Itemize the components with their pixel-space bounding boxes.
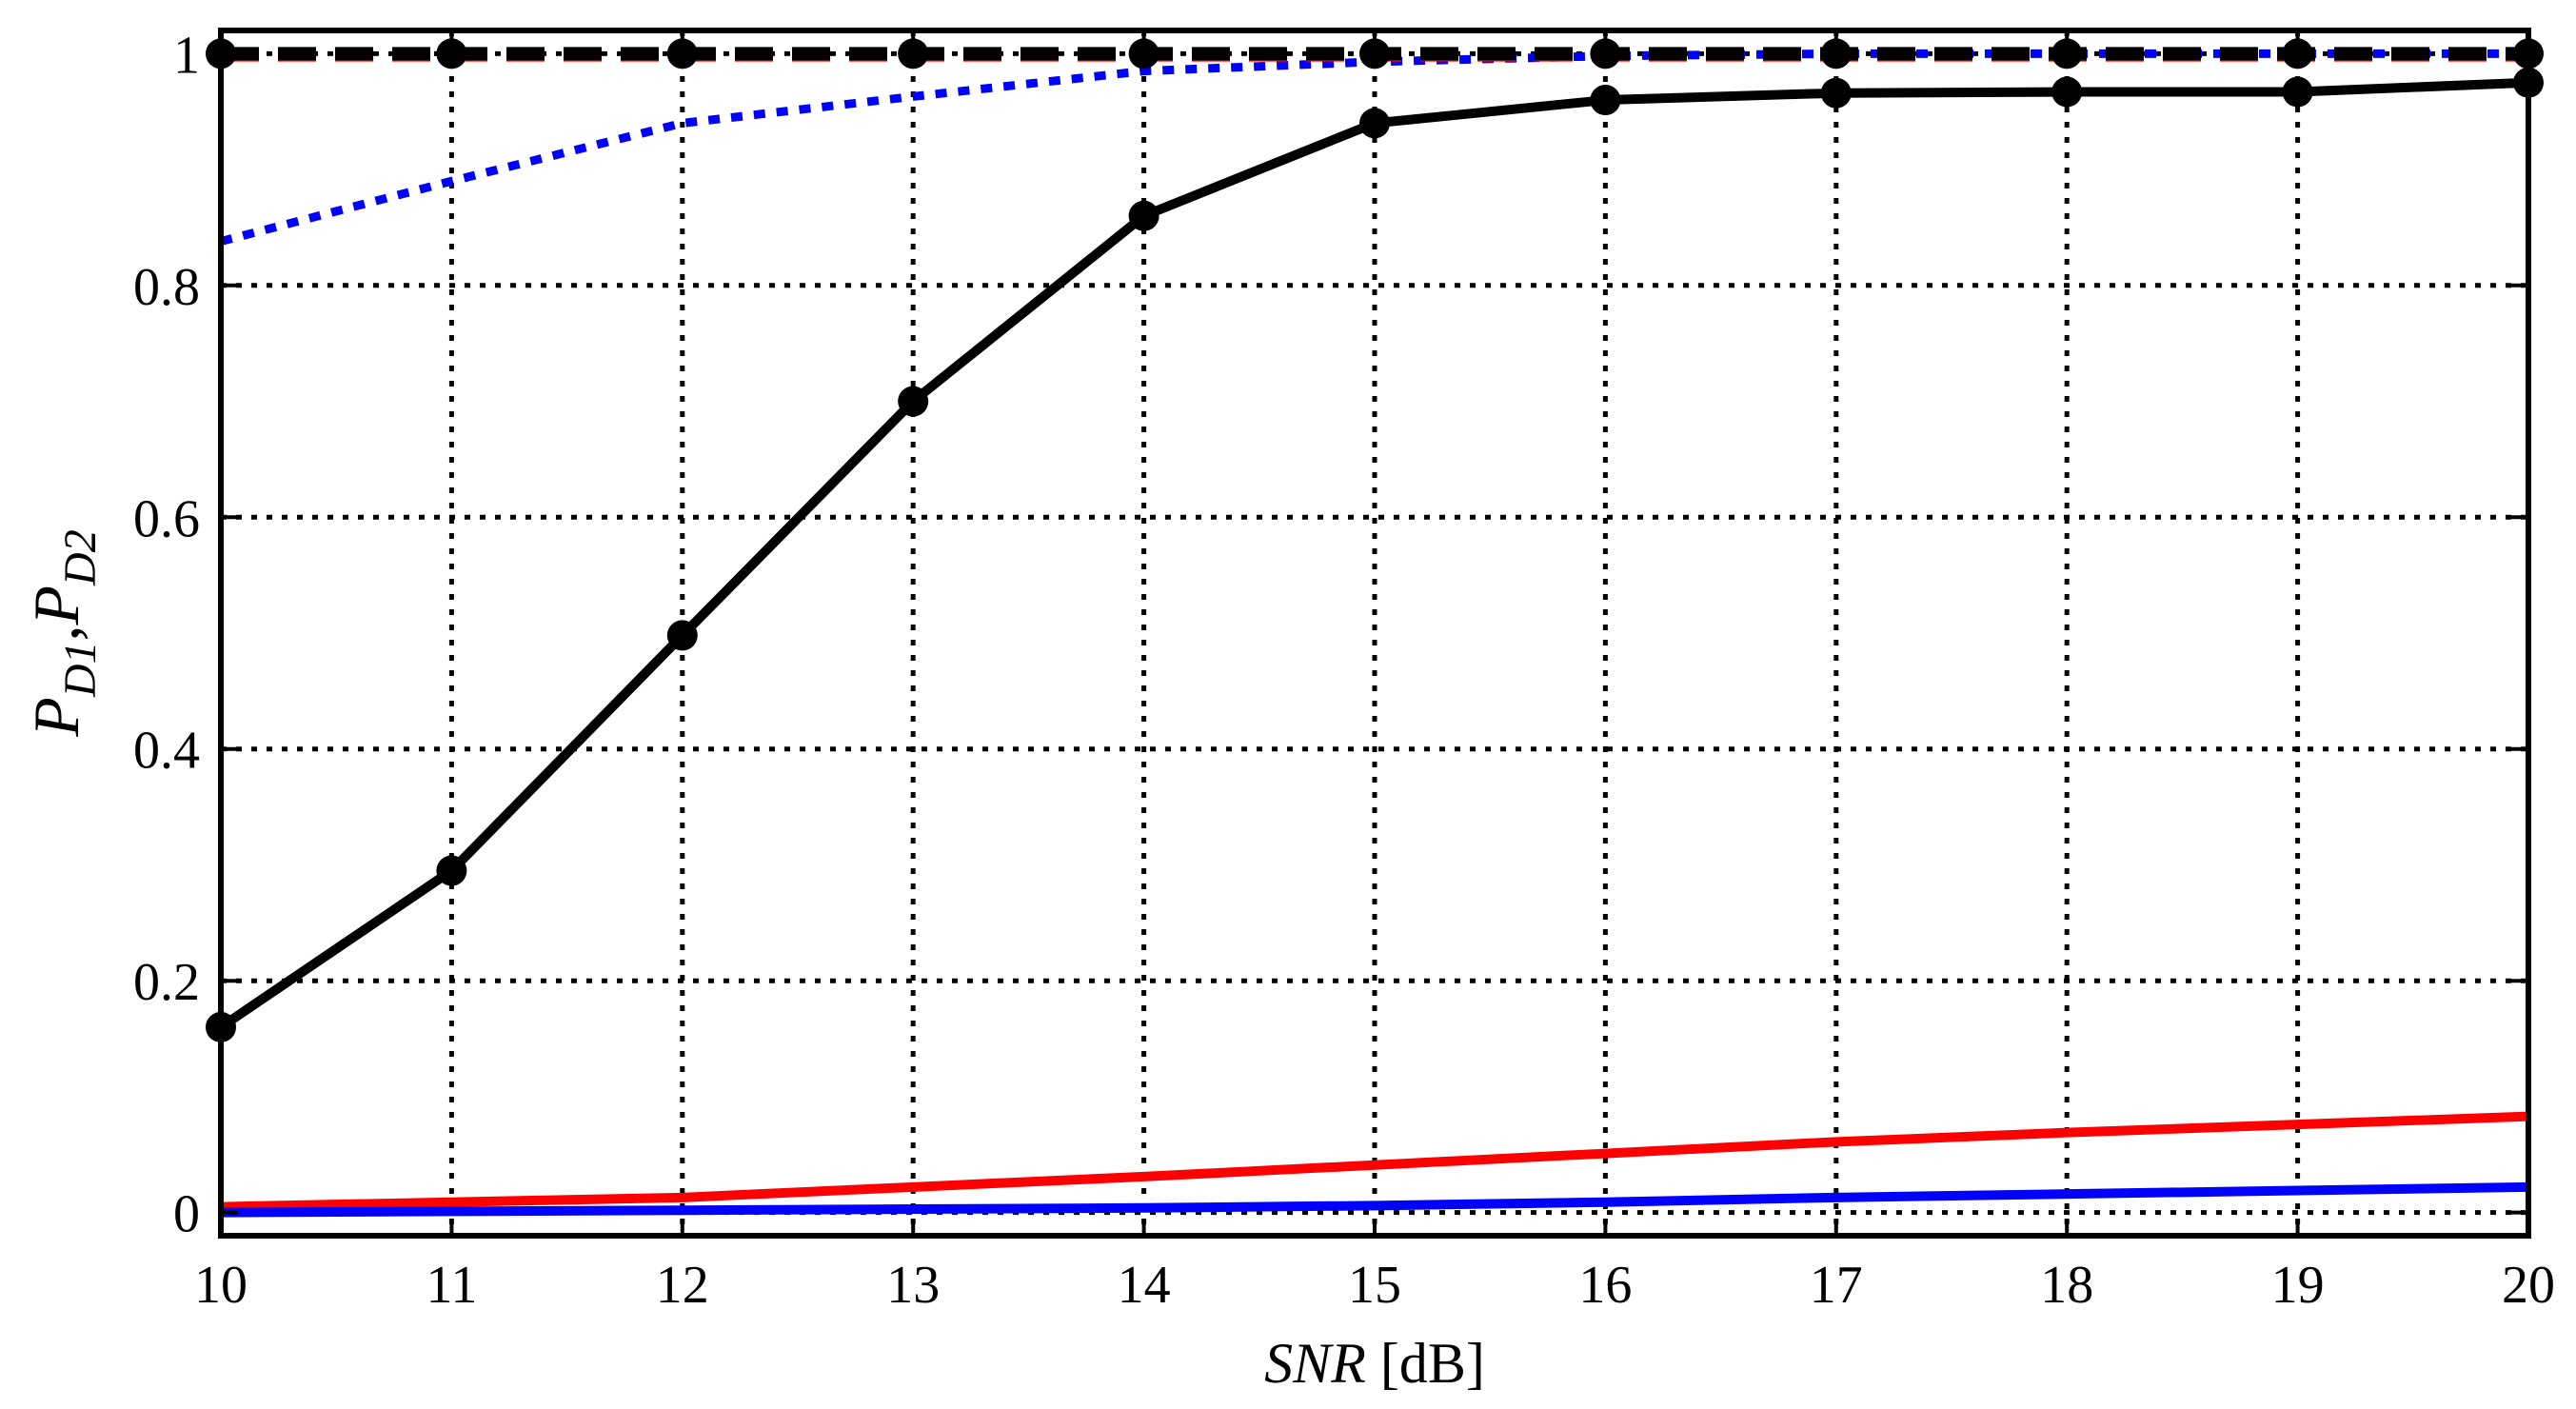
- y-axis-title-sub2: D2: [55, 529, 106, 586]
- y-tick-label: 0.2: [133, 953, 200, 1012]
- x-tick-label: 10: [194, 1256, 248, 1315]
- y-tick-label: 0.4: [133, 722, 200, 781]
- data-point: [436, 38, 467, 69]
- data-point: [1820, 77, 1852, 109]
- y-axis-title: PD1,PD2: [20, 529, 106, 737]
- data-point: [1590, 38, 1621, 69]
- data-point: [2282, 38, 2313, 69]
- x-tick-label: 15: [1348, 1256, 1401, 1315]
- data-point: [436, 855, 467, 886]
- x-tick-label: 16: [1578, 1256, 1632, 1315]
- data-point: [2282, 76, 2313, 108]
- axis-ticks: 10 11 12 13 14 15 16 17 18 19 20 0 0.2 0.4 0.6 0.8 1: [133, 26, 2555, 1315]
- series-blue-solid: [220, 1181, 2529, 1218]
- data-point: [666, 38, 698, 69]
- data-point: [1590, 85, 1621, 116]
- x-tick-label: 18: [2040, 1256, 2093, 1315]
- data-point: [2051, 76, 2083, 108]
- plot-series: [206, 38, 2544, 1218]
- y-axis-title-p1: P: [20, 697, 92, 738]
- x-tick-label: 11: [426, 1256, 477, 1315]
- x-tick-label: 20: [2502, 1256, 2555, 1315]
- x-axis-title-unit: [dB]: [1366, 1332, 1485, 1395]
- y-axis-title-comma: ,: [20, 625, 92, 642]
- data-point: [898, 386, 929, 417]
- data-point: [666, 620, 698, 651]
- x-tick-label: 13: [886, 1256, 940, 1315]
- x-tick-label: 19: [2271, 1256, 2325, 1315]
- y-tick-label: 0: [173, 1185, 200, 1244]
- data-point: [898, 38, 929, 69]
- data-point: [2051, 38, 2083, 69]
- x-tick-label: 12: [656, 1256, 709, 1315]
- series-red-solid: [220, 1111, 2529, 1212]
- data-point: [1820, 38, 1852, 69]
- series-line: [220, 1111, 2529, 1212]
- series-black-dashed-with-markers: [206, 38, 2544, 69]
- y-tick-label: 1: [173, 26, 200, 85]
- y-tick-label: 0.8: [133, 258, 200, 317]
- data-point: [1128, 200, 1159, 231]
- x-tick-label: 17: [1810, 1256, 1863, 1315]
- y-tick-label: 0.6: [133, 489, 200, 548]
- data-point: [1128, 38, 1159, 69]
- series-black-solid-with-markers: [206, 67, 2544, 1042]
- series-line: [220, 1181, 2529, 1218]
- y-axis-title-sub1: D1: [55, 642, 106, 699]
- x-axis-title-variable: SNR: [1264, 1332, 1366, 1395]
- y-axis-title-p2: P: [20, 585, 92, 626]
- data-point: [1359, 38, 1390, 69]
- x-axis-title: SNR [dB]: [1264, 1332, 1485, 1395]
- data-point: [1359, 108, 1390, 139]
- x-tick-label: 14: [1118, 1256, 1171, 1315]
